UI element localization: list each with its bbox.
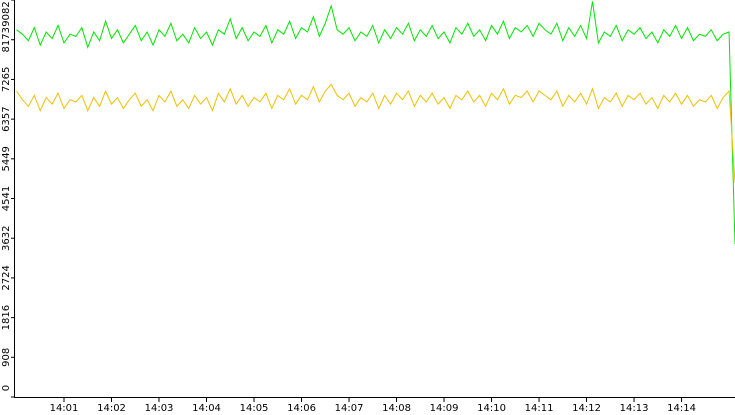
y-tick-label: 1816: [1, 305, 12, 330]
x-tick-label: 14:13: [620, 403, 649, 414]
x-tick-label: 14:08: [382, 403, 411, 414]
y-tick-label: 3632: [1, 226, 12, 251]
x-tick-label: 14:06: [287, 403, 316, 414]
y-tick-label: 9082: [1, 1, 12, 26]
y-tick-label: 8173: [1, 27, 12, 52]
series-line: [16, 1, 735, 245]
x-tick-label: 14:03: [145, 403, 174, 414]
series-line: [16, 83, 735, 183]
y-tick-label: 7265: [1, 67, 12, 92]
x-tick-label: 14:11: [525, 403, 554, 414]
x-tick-label: 14:09: [430, 403, 459, 414]
x-tick-label: 14:10: [477, 403, 506, 414]
x-tick-label: 14:12: [572, 403, 601, 414]
y-tick-label: 4541: [1, 186, 12, 211]
y-tick-label: 6357: [1, 106, 12, 131]
y-tick-label: 0: [1, 385, 12, 391]
y-tick-label: 2724: [1, 265, 12, 290]
x-tick-label: 14:04: [192, 403, 221, 414]
x-tick-label: 14:01: [50, 403, 79, 414]
y-tick-label: 908: [1, 348, 12, 367]
x-tick-label: 14:05: [240, 403, 269, 414]
y-tick-label: 5449: [1, 146, 12, 171]
x-tick-label: 14:14: [667, 403, 696, 414]
x-tick-label: 14:07: [335, 403, 364, 414]
x-tick-label: 14:02: [97, 403, 126, 414]
